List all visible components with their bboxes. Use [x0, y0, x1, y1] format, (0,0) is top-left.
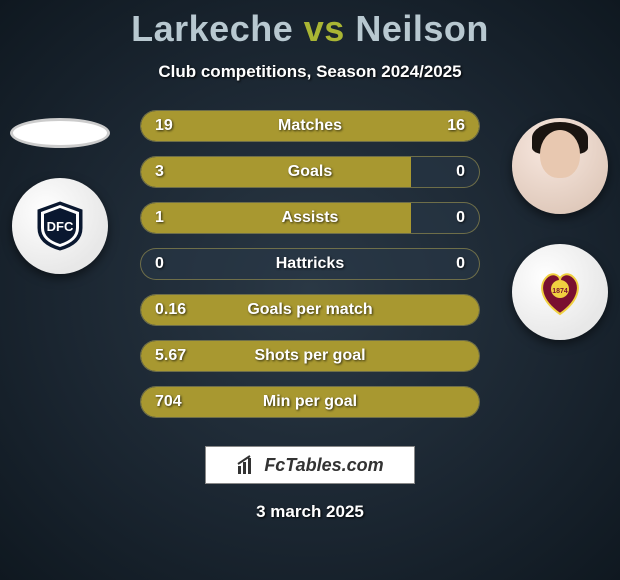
player1-avatar: [10, 118, 110, 148]
svg-text:DFC: DFC: [47, 219, 74, 234]
svg-text:1874: 1874: [552, 288, 568, 295]
stat-row: 5.67Shots per goal: [140, 340, 480, 372]
footer-date: 3 march 2025: [0, 502, 620, 522]
stat-row: 0Hattricks0: [140, 248, 480, 280]
stat-label: Assists: [211, 209, 409, 227]
stat-row: 19Matches16: [140, 110, 480, 142]
stat-value-right: 0: [409, 209, 479, 227]
stat-row: 3Goals0: [140, 156, 480, 188]
stat-value-left: 0: [141, 255, 211, 273]
stat-value-left: 19: [141, 117, 211, 135]
stat-row: 1Assists0: [140, 202, 480, 234]
subtitle: Club competitions, Season 2024/2025: [0, 62, 620, 82]
player2-face: [540, 130, 580, 178]
title-player2: Neilson: [355, 8, 489, 49]
stat-label: Goals: [211, 163, 409, 181]
stat-row: 704Min per goal: [140, 386, 480, 418]
fctables-logo[interactable]: FcTables.com: [205, 446, 415, 484]
stat-value-right: 0: [409, 255, 479, 273]
stat-value-left: 5.67: [141, 347, 211, 365]
stat-label: Shots per goal: [211, 347, 409, 365]
stat-label: Goals per match: [211, 301, 409, 319]
stat-row: 0.16Goals per match: [140, 294, 480, 326]
stat-value-left: 3: [141, 163, 211, 181]
title: Larkeche vs Neilson: [0, 8, 620, 50]
player2-club-crest: 1874: [512, 244, 608, 340]
stat-label: Matches: [211, 117, 409, 135]
comparison-card: Larkeche vs Neilson Club competitions, S…: [0, 0, 620, 580]
stat-value-right: 0: [409, 163, 479, 181]
stat-label: Min per goal: [211, 393, 409, 411]
stat-value-right: 16: [409, 117, 479, 135]
stat-value-left: 1: [141, 209, 211, 227]
dundee-fc-crest-icon: DFC: [32, 198, 88, 254]
footer-brand: FcTables.com: [264, 455, 383, 476]
title-vs: vs: [304, 8, 345, 49]
stat-value-left: 0.16: [141, 301, 211, 319]
hearts-fc-crest-icon: 1874: [532, 264, 588, 320]
stats-list: 19Matches163Goals01Assists00Hattricks00.…: [140, 110, 480, 418]
player2-avatar: [512, 118, 608, 214]
stat-value-left: 704: [141, 393, 211, 411]
title-player1: Larkeche: [131, 8, 293, 49]
right-avatars: 1874: [510, 118, 610, 340]
player1-club-crest: DFC: [12, 178, 108, 274]
left-avatars: DFC: [10, 118, 110, 274]
chart-icon: [236, 454, 258, 476]
stat-label: Hattricks: [211, 255, 409, 273]
